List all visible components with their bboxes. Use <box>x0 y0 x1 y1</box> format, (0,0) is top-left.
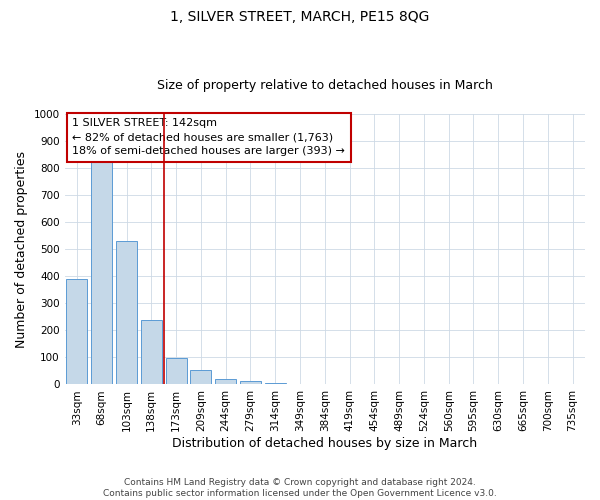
Bar <box>141 320 162 384</box>
Bar <box>166 358 187 384</box>
Text: Contains HM Land Registry data © Crown copyright and database right 2024.
Contai: Contains HM Land Registry data © Crown c… <box>103 478 497 498</box>
X-axis label: Distribution of detached houses by size in March: Distribution of detached houses by size … <box>172 437 478 450</box>
Bar <box>265 383 286 384</box>
Bar <box>67 279 88 384</box>
Bar <box>190 370 211 384</box>
Bar <box>240 381 261 384</box>
Bar <box>215 378 236 384</box>
Text: 1 SILVER STREET: 142sqm
← 82% of detached houses are smaller (1,763)
18% of semi: 1 SILVER STREET: 142sqm ← 82% of detache… <box>73 118 345 156</box>
Bar <box>116 241 137 384</box>
Title: Size of property relative to detached houses in March: Size of property relative to detached ho… <box>157 79 493 92</box>
Y-axis label: Number of detached properties: Number of detached properties <box>15 150 28 348</box>
Bar <box>91 160 112 384</box>
Text: 1, SILVER STREET, MARCH, PE15 8QG: 1, SILVER STREET, MARCH, PE15 8QG <box>170 10 430 24</box>
